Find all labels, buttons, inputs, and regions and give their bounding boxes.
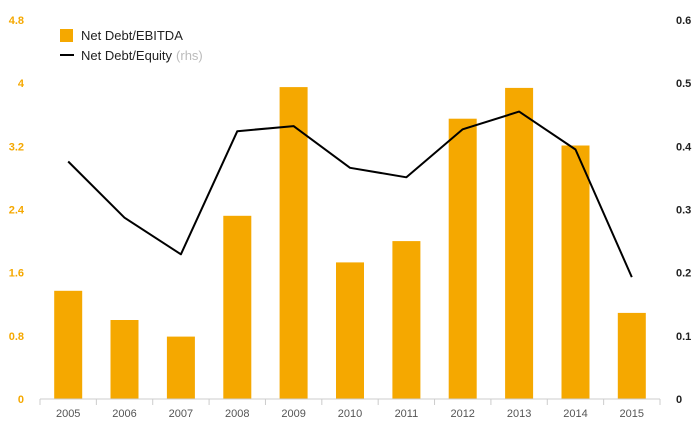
bar-2006 bbox=[110, 320, 139, 399]
x-tick-label-2007: 2007 bbox=[169, 408, 193, 420]
bar-2014 bbox=[561, 145, 590, 399]
legend-label-rhs-suffix: (rhs) bbox=[176, 48, 203, 63]
x-tick-label-2010: 2010 bbox=[338, 408, 362, 420]
bar-2009 bbox=[279, 87, 308, 399]
bars-group bbox=[54, 87, 646, 400]
x-tick-label-2008: 2008 bbox=[225, 408, 249, 420]
bar-2005 bbox=[54, 290, 83, 399]
bar-2012 bbox=[448, 118, 477, 399]
bar-2007 bbox=[166, 336, 195, 399]
left-tick-label: 0.8 bbox=[9, 331, 24, 343]
x-tick-label-2005: 2005 bbox=[56, 408, 80, 420]
left-tick-label: 3.2 bbox=[9, 141, 24, 153]
x-tick-label-2006: 2006 bbox=[112, 408, 136, 420]
left-axis-ticks: 0 0.8 1.6 2.4 3.2 4 4.8 bbox=[9, 15, 25, 406]
right-tick-label: 0.5 bbox=[676, 78, 691, 90]
x-tick-label-2012: 2012 bbox=[450, 408, 474, 420]
right-tick-label: 0.6 bbox=[676, 15, 691, 27]
right-tick-label: 0 bbox=[676, 394, 682, 406]
legend-label-net-debt-ebitda: Net Debt/EBITDA bbox=[81, 28, 183, 43]
x-tick-label-2015: 2015 bbox=[620, 408, 644, 420]
line-group bbox=[67, 110, 633, 278]
left-tick-label: 4 bbox=[18, 78, 25, 90]
x-axis-ticks: 2005 2006 2007 2008 2009 2010 2011 2012 2013 2014… bbox=[39, 399, 661, 420]
left-tick-label: 1.6 bbox=[9, 268, 24, 280]
right-tick-label: 0.1 bbox=[676, 331, 691, 343]
right-tick-label: 0.4 bbox=[676, 141, 692, 153]
bar-2008 bbox=[223, 215, 252, 399]
bar-2010 bbox=[336, 262, 364, 399]
x-tick-label-2011: 2011 bbox=[395, 408, 419, 420]
legend-swatch-net-debt-ebitda bbox=[60, 29, 73, 42]
left-tick-label: 4.8 bbox=[9, 15, 24, 27]
right-tick-label: 0.2 bbox=[676, 268, 691, 280]
bar-2011 bbox=[392, 241, 421, 399]
right-axis-ticks: 0 0.1 0.2 0.3 0.4 0.5 0.6 bbox=[676, 15, 692, 406]
left-tick-label: 2.4 bbox=[9, 205, 25, 217]
bar-2013 bbox=[505, 87, 534, 400]
x-tick-label-2013: 2013 bbox=[507, 408, 531, 420]
legend-label-net-debt-equity-name: Net Debt/Equity bbox=[81, 48, 173, 63]
right-tick-label: 0.3 bbox=[676, 205, 691, 217]
bar-2015 bbox=[617, 312, 646, 399]
line-series-net-debt-equity bbox=[67, 110, 633, 278]
legend: Net Debt/EBITDA Net Debt/Equity (rhs) bbox=[60, 28, 203, 63]
x-tick-label-2009: 2009 bbox=[281, 408, 305, 420]
legend-label-net-debt-equity: Net Debt/Equity (rhs) bbox=[81, 48, 203, 63]
left-tick-label: 0 bbox=[18, 394, 24, 406]
x-tick-label-2014: 2014 bbox=[563, 408, 587, 420]
